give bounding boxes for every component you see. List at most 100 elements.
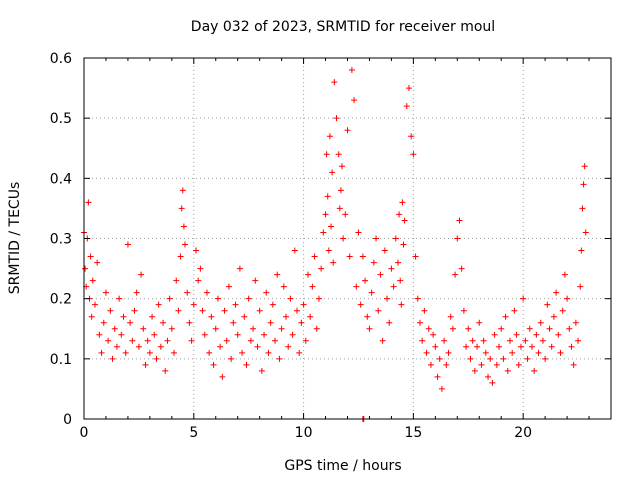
data-point xyxy=(105,337,112,344)
data-point xyxy=(544,301,551,308)
data-point xyxy=(339,163,346,170)
data-point xyxy=(390,283,397,290)
data-point xyxy=(219,373,226,380)
data-point xyxy=(276,355,283,362)
y-tick-label: 0.5 xyxy=(50,111,72,127)
y-tick-label: 0.2 xyxy=(50,292,72,308)
plot-frame xyxy=(83,57,612,420)
x-axis-label: GPS time / hours xyxy=(284,458,401,474)
data-point xyxy=(133,289,140,296)
data-point xyxy=(575,337,582,344)
data-point xyxy=(348,67,355,74)
data-point xyxy=(173,277,180,284)
data-point xyxy=(328,223,335,230)
data-point xyxy=(272,337,279,344)
data-point xyxy=(491,331,498,338)
y-tick-label: 0.1 xyxy=(50,352,72,368)
data-point xyxy=(485,373,492,380)
data-point xyxy=(326,133,333,140)
data-point xyxy=(577,283,584,290)
data-point xyxy=(397,277,404,284)
data-point xyxy=(180,223,187,230)
data-point xyxy=(85,199,92,206)
data-point xyxy=(561,271,568,278)
data-point xyxy=(283,313,290,320)
data-point xyxy=(568,343,575,350)
data-point xyxy=(353,283,360,290)
data-point xyxy=(199,307,206,314)
data-point xyxy=(138,271,145,278)
data-point xyxy=(511,307,518,314)
data-point xyxy=(447,313,454,320)
data-point xyxy=(400,241,407,248)
data-point xyxy=(572,319,579,326)
data-point xyxy=(403,103,410,110)
data-point xyxy=(449,325,456,332)
data-point xyxy=(580,181,587,188)
data-point xyxy=(146,349,153,356)
data-point xyxy=(98,349,105,356)
data-point xyxy=(351,97,358,104)
data-point xyxy=(91,301,98,308)
y-tick-label: 0.6 xyxy=(50,51,72,67)
data-point xyxy=(487,355,494,362)
data-point xyxy=(164,337,171,344)
data-point xyxy=(480,337,487,344)
data-point xyxy=(493,361,500,368)
data-point xyxy=(320,229,327,236)
data-point xyxy=(122,349,129,356)
data-point xyxy=(208,313,215,320)
data-point xyxy=(291,247,298,254)
data-point xyxy=(210,361,217,368)
data-point xyxy=(188,337,195,344)
data-point xyxy=(515,361,522,368)
data-point xyxy=(333,115,340,122)
data-point xyxy=(149,313,156,320)
data-point xyxy=(274,271,281,278)
data-point xyxy=(278,325,285,332)
data-point xyxy=(179,187,186,194)
data-point xyxy=(197,265,204,272)
data-point xyxy=(322,211,329,218)
data-point xyxy=(186,319,193,326)
data-point xyxy=(206,349,213,356)
data-point xyxy=(517,343,524,350)
data-point xyxy=(228,355,235,362)
data-point xyxy=(217,343,224,350)
data-point xyxy=(94,259,101,266)
data-point xyxy=(396,211,403,218)
data-point xyxy=(506,337,513,344)
data-point xyxy=(177,253,184,260)
data-point xyxy=(555,331,562,338)
data-point xyxy=(144,337,151,344)
y-tick-label: 0 xyxy=(63,412,72,428)
data-point xyxy=(256,307,263,314)
data-point xyxy=(476,319,483,326)
data-point xyxy=(366,325,373,332)
data-point xyxy=(241,313,248,320)
data-point xyxy=(471,367,478,374)
x-tick-label: 15 xyxy=(404,425,422,441)
data-point xyxy=(581,163,588,170)
data-point xyxy=(296,349,303,356)
data-point xyxy=(127,319,134,326)
data-point xyxy=(368,289,375,296)
data-point xyxy=(550,313,557,320)
data-point xyxy=(401,217,408,224)
data-point xyxy=(184,289,191,296)
data-point xyxy=(557,349,564,356)
data-point xyxy=(120,313,127,320)
data-point xyxy=(313,325,320,332)
data-point xyxy=(498,325,505,332)
data-point xyxy=(432,343,439,350)
data-point xyxy=(375,307,382,314)
data-point xyxy=(155,301,162,308)
data-point xyxy=(460,307,467,314)
data-point xyxy=(344,127,351,134)
data-point xyxy=(111,325,118,332)
data-point xyxy=(336,205,343,212)
data-point xyxy=(504,367,511,374)
data-point xyxy=(109,355,116,362)
data-point xyxy=(307,313,314,320)
